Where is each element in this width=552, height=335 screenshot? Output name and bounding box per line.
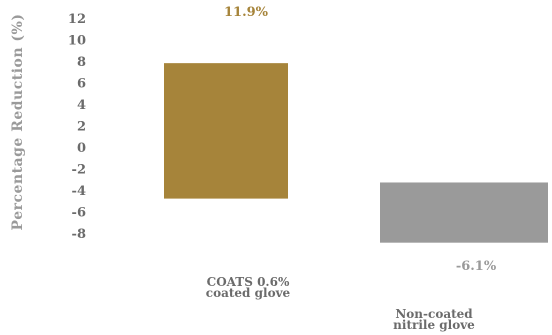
y-tick-label: 10 xyxy=(68,34,86,49)
data-label: -6.1% xyxy=(456,259,497,274)
y-tick-label: -4 xyxy=(72,184,86,199)
y-tick-label: -8 xyxy=(72,227,86,242)
y-axis-label: Percentage Reduction (%) xyxy=(10,14,26,231)
category-label: nitrile glove xyxy=(393,318,475,332)
y-tick-label: -6 xyxy=(72,206,86,221)
y-tick-label: 8 xyxy=(77,55,86,70)
y-tick-label: -2 xyxy=(72,163,86,178)
y-tick-label: 2 xyxy=(77,120,86,135)
y-tick-label: 12 xyxy=(68,12,86,27)
data-labels: 11.9% -6.1% xyxy=(224,5,497,274)
category-labels: COATS 0.6%coated glove Non-coatednitrile … xyxy=(206,275,475,332)
bar xyxy=(380,182,548,243)
data-label: 11.9% xyxy=(224,5,269,20)
y-tick-label: 0 xyxy=(77,141,86,156)
y-tick-label: 4 xyxy=(77,98,86,113)
y-axis-label-group: Percentage Reduction (%) xyxy=(10,14,26,231)
bars xyxy=(164,63,548,243)
category-label: coated glove xyxy=(206,286,291,300)
category-label: Non-coated xyxy=(395,307,473,321)
y-tick-label: 6 xyxy=(77,77,86,92)
bar xyxy=(164,63,288,199)
category-label: COATS 0.6% xyxy=(207,275,290,289)
y-axis-ticks: 12 10 8 6 4 2 0 -2 -4 -6 -8 xyxy=(68,12,86,242)
